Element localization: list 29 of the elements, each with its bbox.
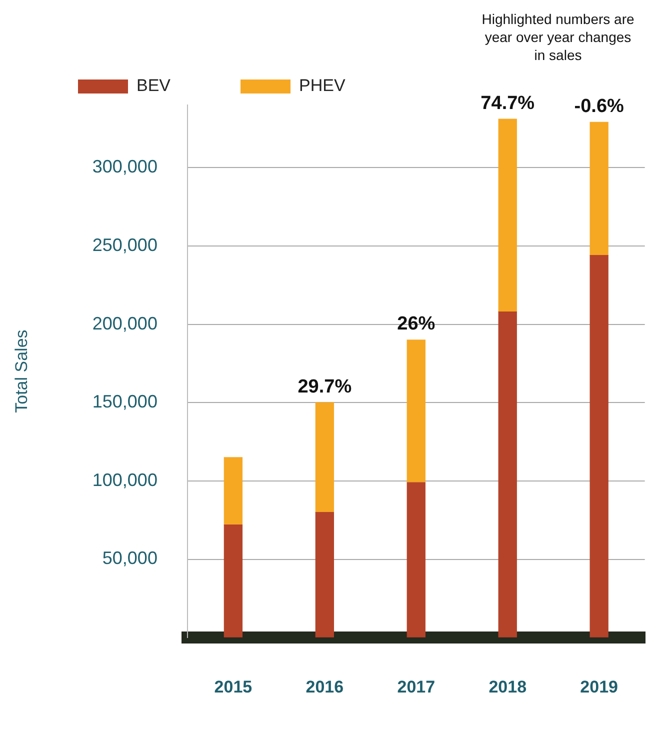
bar <box>406 482 426 638</box>
legend-label: PHEV <box>299 76 346 96</box>
bar <box>590 255 608 638</box>
bar <box>498 118 517 312</box>
x-tick-label: 2017 <box>397 677 436 696</box>
annotation: 29.7% <box>298 376 352 398</box>
annotation: 74.7% <box>480 92 535 114</box>
bar <box>315 512 334 638</box>
x-tick-label: 2018 <box>488 677 527 696</box>
bar <box>590 122 608 256</box>
x-tick-label: 2019 <box>580 677 618 696</box>
y-tick-label: 150,000 <box>92 392 158 412</box>
x-tick-label: 2016 <box>306 677 344 696</box>
legend-label: BEV <box>136 76 172 96</box>
bar <box>224 457 243 526</box>
bar <box>224 524 243 638</box>
annotation: -0.6% <box>574 96 624 117</box>
text: Highlighted numbers are year over year changes in sales <box>480 10 636 64</box>
y-tick-label: 100,000 <box>92 470 158 490</box>
y-tick-label: 50,000 <box>102 548 158 568</box>
bar <box>406 340 426 483</box>
bar <box>315 402 334 513</box>
bar <box>498 311 517 638</box>
x-tick-label: 2015 <box>214 677 252 696</box>
annotation: 26% <box>397 314 436 335</box>
y-axis-title: Total Sales <box>12 330 31 413</box>
y-tick-label: 250,000 <box>92 234 158 255</box>
y-tick-label: 200,000 <box>92 313 158 334</box>
y-tick-label: 300,000 <box>92 156 158 177</box>
